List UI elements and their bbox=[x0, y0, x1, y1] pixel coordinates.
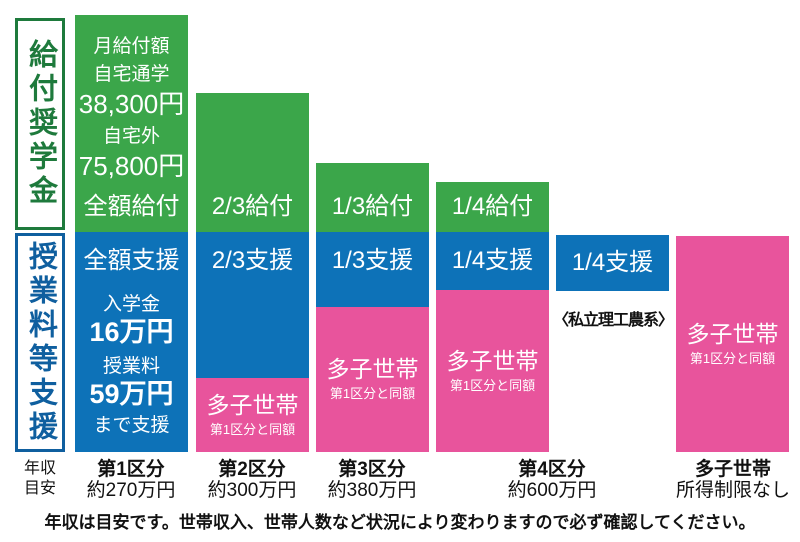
tier4-multichild-block: 多子世帯 第1区分と同額 bbox=[436, 290, 549, 452]
tier3-multichild-block: 多子世帯 第1区分と同額 bbox=[316, 307, 429, 452]
tier1-away-from-home-label: 自宅外 bbox=[102, 126, 160, 148]
tier1-commuter-label: 自宅通学 bbox=[93, 63, 170, 85]
tier2-grant-fraction-label: 2/3給付 bbox=[211, 192, 294, 220]
tier4-support-fraction-label: 1/4支援 bbox=[451, 247, 534, 274]
tier4-grant-block: 1/4給付 bbox=[436, 182, 549, 232]
tier4-multichild-subtitle: 第1区分と同額 bbox=[449, 377, 536, 393]
tier2-multichild-title: 多子世帯 bbox=[206, 391, 299, 418]
category-tier1-name: 第1区分 bbox=[97, 459, 165, 480]
category-tier3: 第3区分 約380万円 bbox=[328, 459, 417, 501]
row-header-grant-scholarship: 給付奨学金 bbox=[15, 18, 65, 230]
category-tier3-income: 約380万円 bbox=[327, 480, 417, 501]
axis-income-line1: 年収 bbox=[23, 460, 56, 477]
category-multichild: 多子世帯 所得制限なし bbox=[676, 459, 790, 501]
tier1-tuition-label: 授業料 bbox=[102, 355, 160, 377]
tier2-support-fraction-label: 2/3支援 bbox=[211, 247, 294, 274]
tier1-support-fraction-label: 全額支援 bbox=[83, 247, 180, 274]
category-tier4-name: 第4区分 bbox=[518, 459, 586, 480]
tier4-grant-fraction-label: 1/4給付 bbox=[451, 192, 534, 220]
axis-income-guide-label: 年収 目安 bbox=[15, 459, 65, 499]
tier1-support-block: 全額支援 入学金 16万円 授業料 59万円 まで支援 bbox=[75, 232, 188, 452]
tier3-multichild-subtitle: 第1区分と同額 bbox=[329, 386, 416, 402]
tier1-away-from-home-amount: 75,800円 bbox=[78, 151, 185, 182]
category-tier1-income: 約270万円 bbox=[86, 480, 176, 501]
category-tier4-income: 約600万円 bbox=[507, 480, 597, 501]
tier1-tuition-amount: 59万円 bbox=[89, 378, 174, 409]
tier1-up-to-support-label: まで支援 bbox=[93, 415, 170, 437]
tier2-multichild-subtitle: 第1区分と同額 bbox=[209, 421, 296, 437]
category-tier2-name: 第2区分 bbox=[218, 459, 286, 480]
grant-row-label: 給付奨学金 bbox=[24, 39, 57, 209]
tuition-row-label: 授業料等支援 bbox=[24, 240, 57, 445]
category-tier4: 第4区分 約600万円 bbox=[508, 459, 597, 501]
tier1-admission-fee-label: 入学金 bbox=[102, 294, 160, 316]
tier2-multichild-block: 多子世帯 第1区分と同額 bbox=[196, 378, 309, 452]
tier1-admission-fee-amount: 16万円 bbox=[89, 317, 174, 348]
tier4-private-stem-support-fraction-label: 1/4支援 bbox=[571, 248, 654, 276]
tier4-private-stem-support-block: 1/4支援 bbox=[556, 235, 669, 291]
tier3-multichild-title: 多子世帯 bbox=[326, 356, 419, 383]
category-tier2: 第2区分 約300万円 bbox=[208, 459, 297, 501]
tier3-support-block: 1/3支援 bbox=[316, 232, 429, 307]
multichild-household-title: 多子世帯 bbox=[686, 320, 779, 347]
row-header-tuition-support: 授業料等支援 bbox=[15, 233, 65, 452]
category-tier2-income: 約300万円 bbox=[207, 480, 297, 501]
tier1-monthly-amount-label: 月給付額 bbox=[93, 36, 170, 57]
multichild-household-subtitle: 第1区分と同額 bbox=[689, 350, 776, 366]
tier4-multichild-title: 多子世帯 bbox=[446, 347, 539, 374]
tier3-grant-fraction-label: 1/3給付 bbox=[331, 192, 414, 220]
tier4-support-block: 1/4支援 bbox=[436, 232, 549, 290]
private-stem-note: 〈私立理工農系〉 bbox=[552, 312, 674, 329]
tier2-grant-block: 2/3給付 bbox=[196, 93, 309, 232]
tier2-support-block: 2/3支援 bbox=[196, 232, 309, 378]
tier1-grant-fraction-label: 全額給付 bbox=[83, 192, 180, 220]
category-tier3-name: 第3区分 bbox=[338, 459, 406, 480]
tier3-support-fraction-label: 1/3支援 bbox=[331, 247, 414, 274]
tier1-commuter-amount: 38,300円 bbox=[78, 88, 185, 119]
category-tier1: 第1区分 約270万円 bbox=[87, 459, 176, 501]
footer-disclaimer: 年収は目安です。世帯収入、世帯人数など状況により変わりますので必ず確認してくださ… bbox=[44, 513, 756, 532]
axis-income-line2: 目安 bbox=[23, 480, 56, 497]
multichild-household-block: 多子世帯 第1区分と同額 bbox=[676, 236, 789, 452]
tier3-grant-block: 1/3給付 bbox=[316, 163, 429, 232]
category-multichild-income: 所得制限なし bbox=[675, 480, 791, 501]
category-multichild-name: 多子世帯 bbox=[694, 459, 772, 480]
tier1-grant-block: 月給付額 自宅通学 38,300円 自宅外 75,800円 全額給付 bbox=[75, 15, 188, 232]
